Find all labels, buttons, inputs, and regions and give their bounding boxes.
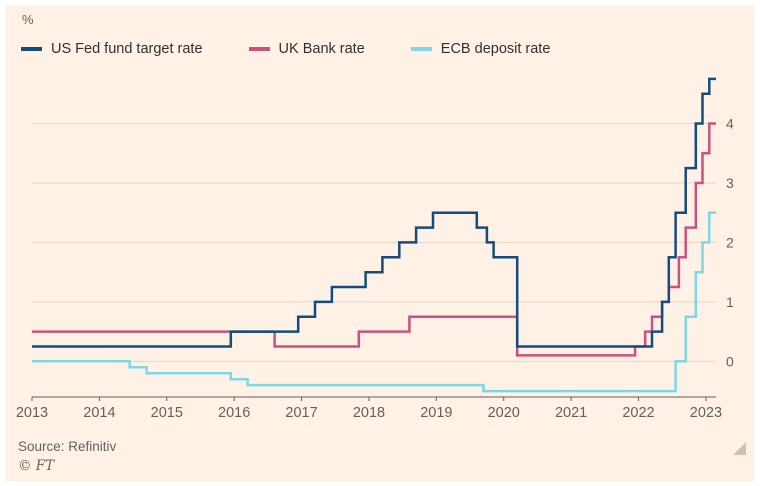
chart-card: % US Fed fund target rate UK Bank rate ECB… bbox=[6, 5, 754, 481]
legend-label-ecb-deposit-rate: ECB deposit rate bbox=[440, 41, 551, 57]
x-tick-label-2021: 2021 bbox=[555, 405, 587, 419]
x-tick-label-2020: 2020 bbox=[488, 405, 520, 419]
x-tick-label-2022: 2022 bbox=[622, 405, 654, 419]
y-tick-label-0: 0 bbox=[726, 353, 734, 369]
plot-area: 0 1 2 3 4 2013 2014 2015 2016 2017 2018 2019 2020 202… bbox=[6, 67, 754, 424]
source-credit: Source: Refinitiv bbox=[18, 439, 117, 454]
x-tick-label-2018: 2018 bbox=[353, 405, 385, 419]
y-tick-label-3: 3 bbox=[726, 175, 734, 191]
series-line-us-fed-fund-target-rate bbox=[32, 77, 716, 348]
legend-swatch-uk-bank-rate bbox=[248, 47, 270, 51]
x-tick-label-2014: 2014 bbox=[83, 405, 115, 419]
rates-step-chart: 0 1 2 3 4 2013 2014 2015 2016 2017 2018 2019 2020 202… bbox=[16, 77, 734, 421]
legend-label-uk-bank-rate: UK Bank rate bbox=[278, 41, 365, 57]
legend-item-uk-bank-rate: UK Bank rate bbox=[248, 41, 365, 57]
chart-legend: US Fed fund target rate UK Bank rate ECB d… bbox=[21, 41, 550, 57]
y-tick-label-1: 1 bbox=[726, 294, 734, 310]
ft-copyright: © FT bbox=[18, 458, 55, 474]
legend-item-us-fed-fund-target-rate: US Fed fund target rate bbox=[21, 41, 203, 57]
legend-item-ecb-deposit-rate: ECB deposit rate bbox=[410, 41, 551, 57]
x-tick-label-2019: 2019 bbox=[420, 405, 452, 419]
legend-swatch-ecb-deposit-rate bbox=[410, 47, 432, 51]
y-axis-unit-label: % bbox=[22, 12, 34, 27]
y-tick-label-4: 4 bbox=[726, 116, 734, 132]
series-line-uk-bank-rate bbox=[32, 122, 716, 357]
x-tick-label-2023: 2023 bbox=[690, 405, 722, 419]
legend-label-us-fed-fund-target-rate: US Fed fund target rate bbox=[51, 41, 203, 57]
x-tick-label-2015: 2015 bbox=[151, 405, 183, 419]
corner-flag-icon bbox=[733, 442, 746, 455]
x-tick-label-2016: 2016 bbox=[218, 405, 250, 419]
y-tick-label-2: 2 bbox=[726, 234, 734, 250]
legend-swatch-us-fed-fund-target-rate bbox=[21, 47, 42, 51]
x-tick-label-2017: 2017 bbox=[285, 405, 317, 419]
series-line-ecb-deposit-rate bbox=[32, 211, 716, 393]
x-tick-label-2013: 2013 bbox=[16, 405, 48, 419]
